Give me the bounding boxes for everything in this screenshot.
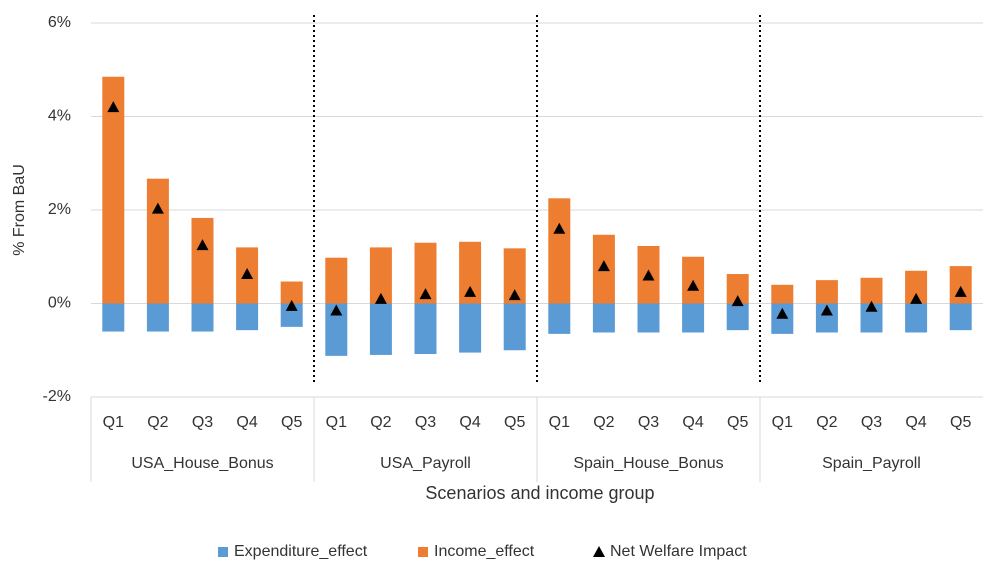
bar	[280, 281, 303, 304]
y-axis-title: % From BaU	[11, 164, 28, 256]
bar	[771, 284, 794, 304]
legend-label: Income_effect	[434, 543, 535, 560]
marker	[508, 289, 521, 301]
marker	[419, 288, 432, 300]
bar	[637, 303, 660, 333]
bar	[548, 303, 571, 334]
bar	[102, 303, 125, 332]
marker	[597, 260, 610, 272]
y-tick-label: 6%	[48, 14, 71, 31]
x-tick-label: Q5	[504, 414, 525, 431]
bar	[905, 303, 928, 333]
bar	[726, 274, 749, 304]
marker	[820, 304, 833, 316]
x-tick-label: Q5	[281, 414, 302, 431]
bar	[146, 303, 169, 332]
x-tick-label: Q3	[638, 414, 659, 431]
bar	[146, 178, 169, 304]
bar	[191, 303, 214, 332]
x-tick-label: Q3	[192, 414, 213, 431]
bar	[459, 303, 482, 353]
x-tick-label: Q4	[459, 414, 480, 431]
bar	[191, 217, 214, 304]
marker	[374, 292, 387, 304]
bar	[592, 303, 615, 333]
marker	[285, 299, 298, 311]
y-tick-label: 4%	[48, 108, 71, 125]
bar	[548, 198, 571, 304]
bar	[102, 76, 125, 304]
marker	[731, 295, 744, 307]
legend-label: Expenditure_effect	[234, 543, 368, 560]
marker	[954, 285, 967, 297]
marker	[196, 239, 209, 251]
bar	[325, 303, 348, 356]
x-tick-label: Q3	[861, 414, 882, 431]
marker	[107, 101, 120, 113]
group-label: Spain_House_Bonus	[573, 455, 723, 472]
x-tick-label: Q4	[682, 414, 703, 431]
bar	[414, 303, 437, 354]
marker	[910, 292, 923, 304]
legend-label: Net Welfare Impact	[610, 543, 747, 560]
x-tick-label: Q1	[772, 414, 793, 431]
bar	[414, 242, 437, 304]
x-tick-label: Q1	[549, 414, 570, 431]
marker	[151, 202, 164, 214]
marker	[464, 285, 477, 297]
bar	[949, 303, 972, 331]
bar	[949, 266, 972, 304]
bar	[280, 303, 303, 327]
x-tick-label: Q1	[326, 414, 347, 431]
group-label: USA_Payroll	[380, 455, 471, 472]
bar	[682, 303, 705, 333]
bar	[815, 303, 838, 333]
marker	[330, 304, 343, 316]
y-tick-label: -2%	[43, 388, 71, 405]
x-tick-label: Q1	[103, 414, 124, 431]
bar	[369, 303, 392, 355]
bar	[905, 270, 928, 304]
legend-swatch	[218, 547, 228, 557]
bar	[236, 303, 259, 331]
x-tick-label: Q5	[950, 414, 971, 431]
group-label: Spain_Payroll	[822, 455, 921, 472]
x-tick-label: Q5	[727, 414, 748, 431]
group-label: USA_House_Bonus	[131, 455, 273, 472]
x-tick-label: Q4	[236, 414, 257, 431]
marker	[865, 300, 878, 312]
x-tick-label: Q3	[415, 414, 436, 431]
legend-swatch	[593, 546, 605, 557]
bar	[860, 277, 883, 304]
bar	[860, 303, 883, 333]
y-tick-label: 0%	[48, 295, 71, 312]
bar	[325, 257, 348, 304]
x-tick-label: Q4	[905, 414, 926, 431]
x-tick-label: Q2	[147, 414, 168, 431]
marker	[776, 307, 789, 319]
x-axis-title: Scenarios and income group	[425, 483, 654, 503]
legend-swatch	[418, 547, 428, 557]
bar	[503, 303, 526, 351]
marker	[553, 222, 566, 234]
x-tick-label: Q2	[370, 414, 391, 431]
bar	[503, 248, 526, 304]
x-tick-label: Q2	[593, 414, 614, 431]
bar	[815, 280, 838, 304]
bar	[459, 241, 482, 304]
bar	[369, 247, 392, 304]
bar	[726, 303, 749, 331]
marker	[642, 269, 655, 281]
marker	[687, 279, 700, 291]
marker	[241, 268, 254, 280]
x-tick-label: Q2	[816, 414, 837, 431]
y-tick-label: 2%	[48, 201, 71, 218]
